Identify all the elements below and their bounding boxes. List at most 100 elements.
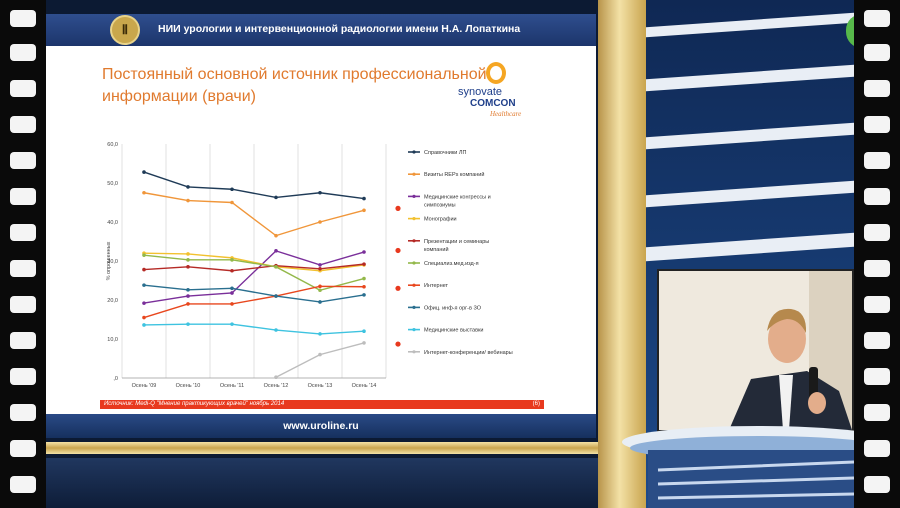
data-point [142,267,146,272]
series-line [275,342,365,378]
data-point [362,284,366,289]
y-axis: 60,0 50,0 40,0 30,0 20,0 10,0 ,0 % опрошенных [106,142,118,382]
film-hole [10,152,36,169]
data-point [362,293,366,297]
legend-label: Медицинские конгрессы и симпозиумы [424,194,491,208]
data-point [186,294,190,298]
film-hole [864,332,890,349]
legend-marker [412,194,416,198]
data-point [274,294,278,298]
series-line [143,323,365,335]
line-chart: 60,0 50,0 40,0 30,0 20,0 10,0 ,0 % опрошенных О… [106,142,513,389]
data-point [274,195,278,200]
data-point [274,328,278,332]
film-hole [10,368,36,385]
slide-header: Ⅱ НИИ урологии и интервенционной радиоло… [46,14,596,46]
legend-label: Справочники ЛП [424,150,466,156]
data-point [230,286,234,291]
film-hole [864,116,890,133]
data-point [186,185,190,189]
brand-sub-text: Healthcare [490,110,522,118]
film-hole [864,152,890,169]
data-point [318,300,322,304]
film-hole [10,44,36,61]
brand-top-text: synovate [458,86,503,98]
film-hole [10,10,36,27]
data-point [230,322,234,326]
legend-marker [412,261,416,265]
series-line [143,252,365,272]
film-hole [10,404,36,421]
legend-marker [412,283,416,287]
data-point [186,265,190,269]
data-point [318,263,322,267]
significance-dot [395,285,401,291]
chart-grid [121,144,387,379]
data-point [142,170,146,174]
film-hole [10,116,36,133]
data-point [142,323,146,327]
film-hole [864,44,890,61]
data-point [142,253,146,257]
significance-dot [395,341,401,347]
y-tick-label: 20,0 [107,298,118,304]
presentation-slide: Ⅱ НИИ урологии и интервенционной радиоло… [46,14,596,438]
studio-desk [622,426,854,508]
slide-title: Постоянный основной источник профессиона… [102,66,487,105]
gold-frame-bar [46,442,600,454]
film-hole [864,440,890,457]
source-note: Источник: Medi-Q "Мнение практикующих вр… [104,401,285,407]
film-strip-left [0,0,46,508]
institute-name: НИИ урологии и интервенционной радиологи… [158,23,521,35]
series-line [143,192,365,237]
legend-marker [412,172,416,176]
data-point [186,288,190,292]
data-point [142,315,146,320]
legend-marker [412,217,416,221]
x-tick-label: Осень '12 [264,383,289,389]
legend-marker [412,328,416,332]
stage-stripe [646,122,854,150]
x-tick-label: Осень '13 [308,383,333,389]
data-point [274,375,278,380]
legend-label: Визиты REPs компаний [424,171,484,178]
data-point [362,276,366,281]
film-hole [864,260,890,277]
data-point [318,288,322,293]
data-point [362,208,366,213]
data-point [186,258,190,262]
legend-label: Интернет [424,283,448,289]
film-hole [10,260,36,277]
data-point [274,233,278,238]
series-line [143,284,365,303]
data-point [318,352,322,357]
series-line [143,263,365,272]
gold-frame-column [598,0,646,508]
x-tick-label: Осень '11 [220,383,244,389]
data-point [362,196,366,201]
data-point [230,200,234,205]
film-hole [864,224,890,241]
series-line [143,171,365,200]
presenter-video [657,269,854,432]
brand-mid-text: COMCON [470,98,516,109]
data-point [230,291,234,295]
legend-label: Презентации и семинары компаний [424,239,489,253]
y-tick-label: 50,0 [107,181,118,187]
data-point [274,265,278,269]
data-point [186,302,190,306]
x-tick-label: Осень '10 [176,383,201,389]
y-tick-label: 40,0 [107,220,118,226]
legend-label: Монографии [424,217,457,223]
legend-label: Интернет-конференции/ вебинары [424,350,513,356]
legend-marker [412,239,416,243]
significance-dot [395,205,401,211]
data-point [318,220,322,224]
film-hole [864,188,890,205]
data-point [186,252,190,256]
data-point [186,322,190,326]
film-hole [864,368,890,385]
y-axis-label: % опрошенных [106,241,112,280]
significance-markers [395,205,401,347]
data-point [142,301,146,305]
